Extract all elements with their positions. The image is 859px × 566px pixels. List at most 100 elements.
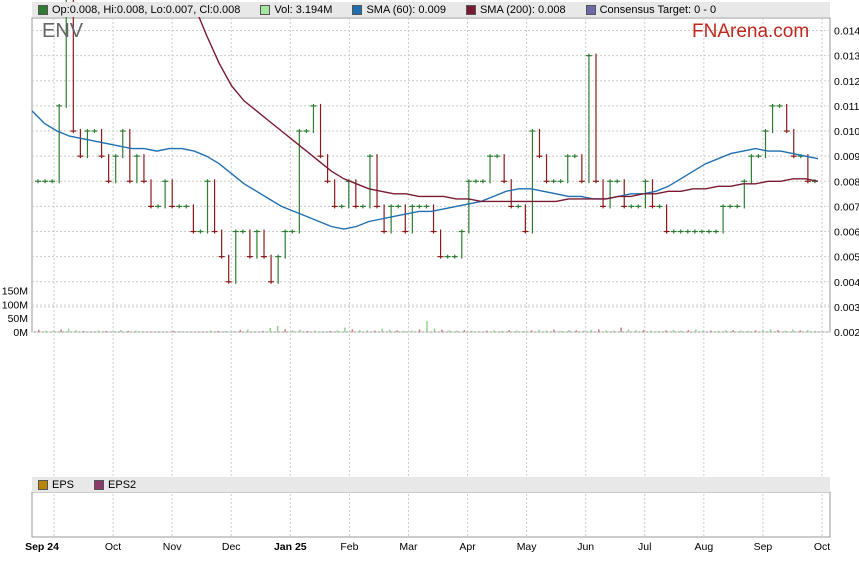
volume-bar	[396, 330, 398, 332]
month-label: Sep 24	[25, 541, 59, 553]
legend-label: Vol: 3.194M	[274, 3, 333, 16]
volume-bar	[194, 331, 197, 332]
volume-bar	[374, 330, 376, 332]
legend-label: EPS	[52, 478, 75, 491]
volume-bar	[732, 330, 734, 332]
volume-bar	[493, 330, 495, 332]
volume-bar	[403, 330, 406, 332]
volume-bar	[164, 331, 167, 332]
legend-swatch	[585, 4, 596, 15]
gridlines	[31, 17, 831, 538]
month-label: Oct	[814, 541, 830, 553]
volume-bar	[291, 330, 294, 332]
volume-bar	[299, 329, 301, 332]
volume-bar	[717, 330, 719, 332]
volume-bar	[247, 329, 249, 332]
legend-item-1: Vol: 3.194M	[260, 4, 332, 16]
legend-label: EPS2	[108, 478, 137, 491]
volume-bar	[426, 320, 428, 332]
legend-item-2: SMA (60): 0.009	[352, 4, 446, 16]
volume-bar	[769, 329, 772, 332]
volume-bar	[284, 329, 286, 332]
volume-bar	[314, 330, 316, 332]
volume-bar	[612, 330, 615, 332]
price-tick-label: 0.014	[834, 26, 859, 38]
price-plot-frame	[31, 17, 831, 333]
volume-bar	[276, 325, 279, 332]
volume-bar	[739, 330, 742, 332]
volume-bar	[127, 330, 130, 332]
volume-bar	[67, 328, 70, 332]
volume-bar	[135, 330, 137, 332]
volume-bar	[486, 330, 488, 332]
volume-bar	[508, 330, 510, 332]
volume-bar	[583, 330, 585, 332]
volume-bar	[642, 330, 645, 332]
sma60-path	[31, 110, 819, 230]
month-label: Apr	[459, 541, 476, 553]
eps-legend-item-0: EPS	[38, 479, 74, 491]
legend-swatch	[352, 4, 363, 15]
volume-bar	[187, 331, 189, 332]
price-tick-label: 0.008	[834, 176, 859, 188]
volume-bar	[657, 330, 660, 332]
volume-bar	[202, 331, 204, 332]
month-label: Aug	[695, 541, 714, 553]
volume-bar	[441, 329, 443, 332]
volume-bar	[269, 327, 271, 332]
price-tick-label: 0.004	[834, 277, 859, 289]
volume-bar	[60, 329, 62, 332]
price-tick-label: 0.011	[834, 101, 859, 113]
sma200-path	[193, 5, 819, 203]
volume-bar	[112, 331, 115, 332]
price-tick-label: 0.007	[834, 201, 859, 213]
volume-bar	[560, 330, 563, 332]
volume-bar	[747, 330, 749, 332]
volume-bar	[799, 330, 802, 332]
volume-bar	[209, 330, 212, 332]
legend-swatch	[465, 4, 476, 15]
volume-bar	[575, 330, 578, 332]
volume-bar	[710, 330, 712, 332]
volume-bar	[471, 330, 473, 332]
volume-bar	[627, 329, 630, 332]
legend-swatch	[94, 479, 105, 490]
volume-bar	[329, 330, 331, 332]
volume-bar	[463, 330, 466, 332]
legend-item-3: SMA (200): 0.008	[465, 4, 566, 16]
volume-bar	[239, 329, 242, 332]
volume-bar	[650, 330, 652, 332]
month-label: Feb	[340, 541, 358, 553]
eps-legend: EPS EPS2	[32, 477, 830, 492]
volume-bar	[97, 330, 100, 332]
volume-bar	[150, 331, 152, 332]
legend-label: SMA (60): 0.009	[366, 3, 446, 16]
volume-bar	[306, 330, 309, 332]
month-label: Mar	[399, 541, 418, 553]
volume-bar	[90, 331, 92, 332]
volume-bar	[75, 330, 77, 332]
legend-label: Consensus Target: 0 - 0	[599, 3, 717, 16]
price-legend: Op:0.008, Hi:0.008, Lo:0.007, Cl:0.008 Vo…	[32, 2, 830, 17]
volume-bar	[538, 329, 540, 332]
price-tick-label: 0.010	[834, 126, 859, 138]
volume-tick-label: 0M	[13, 327, 28, 339]
price-tick-label: 0.013	[834, 51, 859, 63]
volume-bar	[105, 330, 107, 332]
volume-bar	[142, 331, 145, 332]
volume-bar	[545, 330, 548, 332]
volume-bar	[680, 330, 682, 332]
legend-item-4: Consensus Target: 0 - 0	[585, 3, 717, 16]
price-bars	[35, 0, 818, 284]
volume-bar	[388, 329, 391, 332]
price-tick-label: 0.006	[834, 227, 859, 239]
volume-bar	[695, 329, 697, 332]
sma200-line	[193, 5, 819, 203]
volume-bar	[366, 330, 369, 332]
volume-bar	[336, 330, 339, 332]
legend-swatch	[38, 4, 48, 15]
volume-bar	[523, 330, 525, 332]
volume-bar	[784, 330, 787, 332]
volume-bar	[359, 330, 361, 332]
